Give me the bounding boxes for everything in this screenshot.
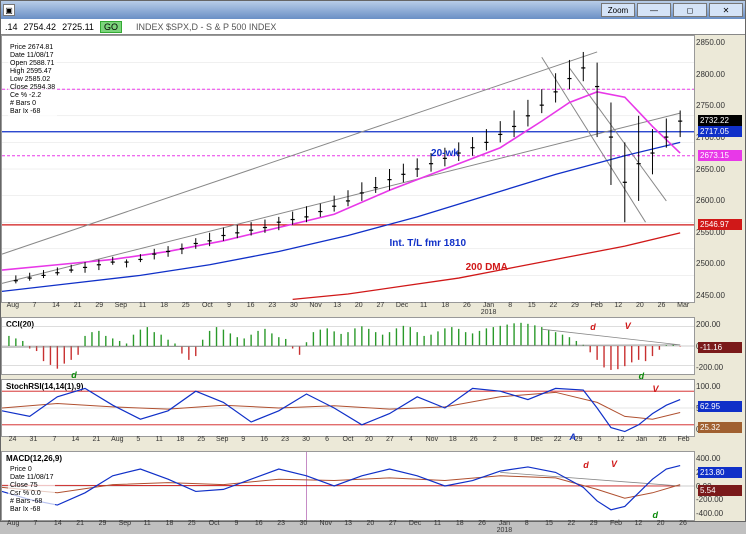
ticker-header: .14 2754.42 2725.11 GO INDEX $SPX,D - S … (1, 19, 745, 35)
price-flag: 2546.97 (698, 219, 742, 230)
cci-panel[interactable]: CCI(20) ddVd 200.000.00-200.00 -11.16 (1, 317, 695, 375)
price-flag: 2673.15 (698, 150, 742, 161)
titlebar[interactable]: ▣ Zoom — ◻ ✕ (1, 1, 745, 19)
price-y-axis: 2850.002800.002750.002700.002650.002600.… (696, 36, 742, 302)
macd-info-box: Price 0Date 11/08/17Close 75Csr % 0.0# B… (8, 464, 55, 516)
rsi-panel[interactable]: StochRSI(14,14(1),9) AV 100.0050.000.00 … (1, 379, 695, 437)
chart-annotation: 200 DMA (466, 262, 508, 273)
window-title: INDEX $SPX,D - S & P 500 INDEX (136, 22, 276, 32)
zoom-button[interactable]: Zoom (601, 3, 635, 17)
macd-panel[interactable]: MACD(12,26,9) Price 0Date 11/08/17Close … (1, 451, 695, 521)
price-flag: 2717.05 (698, 126, 742, 137)
chart-annotation: 20-wk (431, 148, 459, 159)
main-price-panel[interactable]: Price 2674.81Date 11/08/17Open 2588.71Hi… (1, 35, 695, 303)
close-button[interactable]: ✕ (709, 3, 743, 17)
chart-annotation: Int. T/L fmr 1810 (390, 238, 467, 249)
minimize-button[interactable]: — (637, 3, 671, 17)
hdr-p3: 2725.11 (62, 22, 94, 32)
hdr-p1: .14 (5, 22, 18, 32)
chart-window: ▣ Zoom — ◻ ✕ .14 2754.42 2725.11 GO INDE… (0, 0, 746, 522)
hdr-p2: 2754.42 (24, 22, 57, 32)
price-flag: 2732.22 (698, 115, 742, 126)
titlebar-icon: ▣ (3, 4, 15, 16)
status-badge: GO (100, 21, 122, 33)
ohlc-info-box: Price 2674.81Date 11/08/17Open 2588.71Hi… (8, 42, 57, 118)
price-x-axis: Aug7142129Sep111825Oct9162330Nov132027De… (2, 302, 694, 314)
maximize-button[interactable]: ◻ (673, 3, 707, 17)
rsi-x-axis: 243171421Aug5111825Sep91623306Oct20274No… (2, 436, 694, 448)
